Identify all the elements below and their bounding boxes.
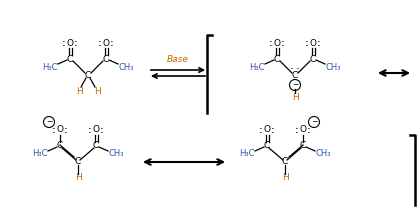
Text: ·: · <box>271 127 275 140</box>
Text: C: C <box>93 142 99 150</box>
Text: O: O <box>93 126 99 134</box>
Text: ·: · <box>307 123 311 136</box>
Text: ·: · <box>62 36 66 49</box>
Text: ·: · <box>110 40 114 53</box>
Text: H: H <box>75 87 83 96</box>
Text: −: − <box>292 81 298 89</box>
Text: ·: · <box>100 123 104 136</box>
Text: ·: · <box>295 127 299 140</box>
Text: ·: · <box>259 127 263 140</box>
Text: ·: · <box>305 40 309 53</box>
Text: CH₃: CH₃ <box>325 62 341 72</box>
Text: ·: · <box>269 40 273 53</box>
Text: ·: · <box>64 123 68 136</box>
Text: CH₃: CH₃ <box>108 150 124 158</box>
Text: H₃C: H₃C <box>42 62 58 72</box>
Text: ·: · <box>290 64 294 77</box>
Text: C: C <box>264 142 270 150</box>
Text: ·: · <box>64 127 68 140</box>
Text: O: O <box>57 126 64 134</box>
Text: ·: · <box>281 36 285 49</box>
Text: ·: · <box>295 123 299 136</box>
Text: H₃C: H₃C <box>32 150 48 158</box>
Text: ·: · <box>74 40 78 53</box>
Text: ·: · <box>307 127 311 140</box>
Text: −: − <box>311 118 317 127</box>
Text: ·: · <box>317 40 321 53</box>
Text: ·: · <box>52 123 56 136</box>
Text: ·: · <box>98 36 102 49</box>
Text: ·: · <box>110 36 114 49</box>
Text: H: H <box>93 87 101 96</box>
Text: CH₃: CH₃ <box>118 62 134 72</box>
Text: C: C <box>310 54 316 64</box>
Text: −: − <box>46 118 52 127</box>
Text: O: O <box>274 38 280 47</box>
Text: C: C <box>292 70 298 80</box>
Text: ·: · <box>296 64 300 77</box>
Text: ·: · <box>271 123 275 136</box>
Text: ·: · <box>259 123 263 136</box>
Text: C: C <box>57 142 63 150</box>
Text: O: O <box>264 126 271 134</box>
Text: C: C <box>75 157 81 166</box>
Text: C: C <box>103 54 109 64</box>
Text: ·: · <box>74 36 78 49</box>
Text: ·: · <box>98 40 102 53</box>
Text: ·: · <box>88 127 92 140</box>
Text: H₃C: H₃C <box>249 62 265 72</box>
Text: O: O <box>310 38 316 47</box>
Text: ·: · <box>305 36 309 49</box>
Text: O: O <box>103 38 109 47</box>
Text: Base: Base <box>167 55 189 65</box>
Text: C: C <box>274 54 280 64</box>
Text: ·: · <box>269 36 273 49</box>
Text: C: C <box>67 54 73 64</box>
Text: C: C <box>282 157 288 166</box>
Text: O: O <box>67 38 73 47</box>
Text: H: H <box>75 173 81 183</box>
Text: H: H <box>282 173 288 183</box>
Text: CH₃: CH₃ <box>315 150 331 158</box>
Text: H: H <box>292 92 298 101</box>
Text: C: C <box>85 70 91 80</box>
Text: ·: · <box>52 127 56 140</box>
Text: ·: · <box>88 123 92 136</box>
Text: O: O <box>300 126 307 134</box>
Text: ·: · <box>62 40 66 53</box>
Text: ·: · <box>281 40 285 53</box>
Text: ·: · <box>100 127 104 140</box>
Text: ·: · <box>317 36 321 49</box>
Text: H₃C: H₃C <box>239 150 255 158</box>
Text: C: C <box>300 142 306 150</box>
